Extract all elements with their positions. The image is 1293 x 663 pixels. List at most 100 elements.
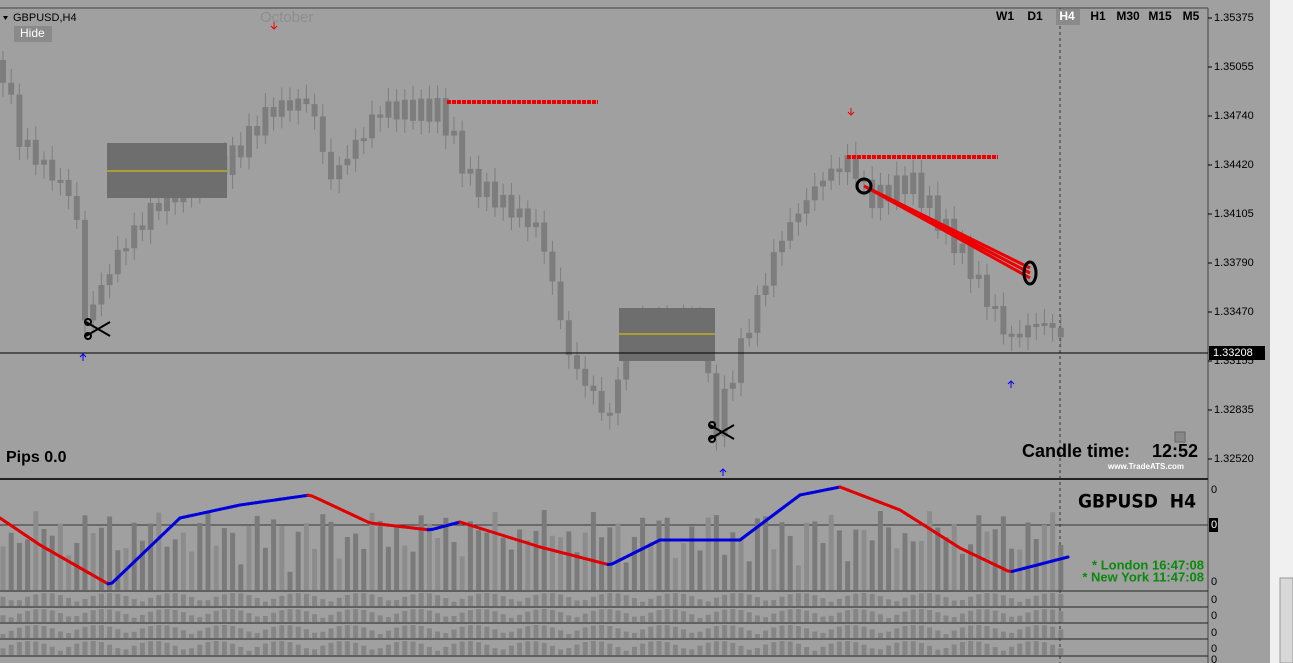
sub-bar [230, 593, 236, 606]
hist-bar [861, 530, 867, 590]
candle-body [246, 126, 252, 158]
sub-bar [66, 646, 72, 655]
sub-bar [1000, 631, 1006, 638]
hide-label[interactable]: Hide [20, 26, 45, 40]
candle-body [475, 168, 482, 198]
sub-bar [131, 631, 137, 638]
timeframe[interactable]: M30 [1116, 9, 1140, 23]
sub-bar [886, 631, 892, 638]
candle-body [295, 98, 302, 111]
candle-body [557, 281, 564, 321]
sub-bar [828, 601, 834, 606]
sub-bar [451, 615, 457, 622]
candle-body [278, 100, 285, 117]
candle-body [451, 130, 457, 136]
sub-bar [328, 614, 334, 622]
sub-bar [8, 630, 14, 638]
sub-bar [238, 593, 244, 606]
scrollbar[interactable] [1279, 577, 1293, 663]
sub-bar [697, 645, 703, 655]
hist-bar [894, 548, 900, 590]
sub-bar [525, 611, 531, 622]
candle-body [828, 168, 835, 181]
timeframe[interactable]: D1 [1027, 9, 1043, 23]
sub-bar [66, 633, 72, 638]
sub-bar [295, 626, 301, 638]
hist-bar [426, 523, 432, 590]
sub-bar [107, 644, 113, 655]
sub-bar [820, 646, 826, 655]
hist-bar [402, 545, 408, 590]
sub-bar [779, 596, 785, 606]
sub-bar [664, 593, 670, 606]
sub-bar [8, 617, 14, 622]
watermark: www.TradeATS.com [1107, 462, 1184, 471]
candle-body [434, 98, 441, 122]
sub-bar [148, 611, 154, 622]
sub-bar [328, 642, 334, 655]
sub-bar [968, 625, 974, 638]
hist-bar [16, 542, 22, 590]
sub-bar [426, 593, 432, 606]
sub-bar [484, 644, 490, 655]
sub-bar [1041, 609, 1047, 622]
sub-bar [517, 601, 523, 606]
hist-bar [459, 556, 465, 590]
indicator-axis-label: 0 [1211, 627, 1217, 639]
sub-bar [41, 593, 47, 606]
hist-bar [418, 515, 424, 590]
sub-bar [705, 642, 711, 655]
sub-bar [49, 593, 55, 606]
sub-bar [82, 599, 88, 606]
sub-bar [599, 625, 605, 638]
sub-bar [394, 627, 400, 638]
sub-bar [566, 648, 572, 655]
candle-body [385, 101, 392, 118]
sub-bar [754, 648, 760, 655]
sub-bar [205, 642, 211, 655]
candle-body [1008, 333, 1015, 337]
sub-bar [180, 649, 186, 655]
candle-body [918, 172, 925, 208]
sub-bar [943, 615, 949, 622]
sub-bar [976, 641, 982, 655]
candle-body [262, 107, 269, 136]
sub-bar [804, 628, 810, 638]
price-label: 1.32835 [1214, 404, 1254, 416]
sub-bar [795, 609, 801, 622]
hide-button[interactable] [14, 26, 52, 42]
sub-bar [804, 593, 810, 606]
sub-bar [139, 628, 145, 638]
timeframe[interactable]: M5 [1183, 9, 1200, 23]
hist-bar [508, 549, 514, 590]
candle-body [967, 243, 974, 280]
sub-bar [205, 613, 211, 622]
sub-bar [57, 613, 63, 622]
timeframe[interactable]: W1 [996, 9, 1014, 23]
hist-bar [722, 554, 728, 590]
hist-bar [681, 543, 687, 590]
sub-bar [861, 593, 867, 606]
sub-bar [410, 609, 416, 622]
sub-bar [443, 598, 449, 606]
sub-bar [443, 646, 449, 655]
candle-body [311, 104, 318, 117]
sub-bar [787, 594, 793, 606]
candle-body [98, 285, 105, 305]
hist-bar [443, 517, 449, 590]
sub-bar [984, 593, 990, 606]
candle-body [811, 186, 818, 201]
hist-bar [705, 517, 711, 590]
sub-bar [869, 648, 875, 655]
sub-bar [812, 631, 818, 638]
candle-body [582, 368, 589, 386]
sub-bar [869, 611, 875, 622]
timeframe[interactable]: M15 [1148, 9, 1172, 23]
sub-bar [681, 629, 687, 638]
candle-body [820, 180, 826, 187]
hist-bar [877, 511, 883, 590]
sub-bar [533, 609, 539, 622]
sub-bar [508, 631, 514, 638]
timeframe[interactable]: H4 [1059, 9, 1075, 23]
timeframe[interactable]: H1 [1090, 9, 1106, 23]
